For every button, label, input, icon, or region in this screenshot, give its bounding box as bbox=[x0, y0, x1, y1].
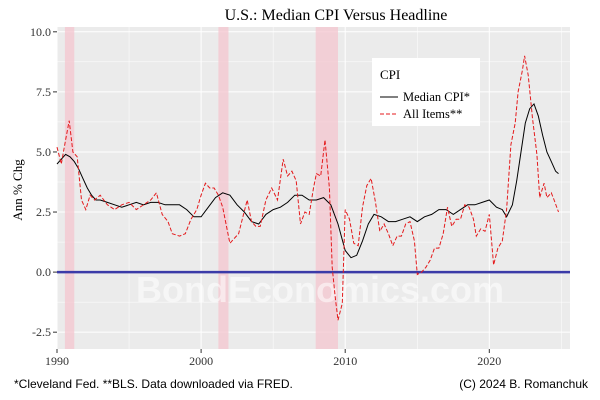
y-axis: -2.5 0.0 2.5 5.0 7.5 10.0 bbox=[30, 25, 57, 339]
legend-label-headline: All Items** bbox=[403, 107, 462, 121]
y-axis-label: Ann % Chg bbox=[10, 159, 25, 221]
legend-label-median: Median CPI* bbox=[403, 90, 470, 104]
legend-box bbox=[372, 58, 480, 126]
y-tick-label: 0.0 bbox=[36, 265, 51, 279]
y-tick-label: 5.0 bbox=[36, 145, 51, 159]
series-line-median-cpi bbox=[56, 102, 559, 259]
x-axis: 1990 2000 2010 2020 bbox=[45, 349, 501, 368]
x-tick-label: 2000 bbox=[189, 354, 213, 368]
recession-band bbox=[218, 27, 229, 349]
legend-title: CPI bbox=[380, 67, 400, 82]
x-tick-label: 2020 bbox=[477, 354, 501, 368]
y-tick-label: 7.5 bbox=[36, 85, 51, 99]
y-tick-label: -2.5 bbox=[32, 325, 51, 339]
y-tick-label: 10.0 bbox=[30, 25, 51, 39]
recession-band bbox=[64, 27, 75, 349]
copyright: (C) 2024 B. Romanchuk bbox=[459, 377, 589, 391]
x-tick-label: 2010 bbox=[333, 354, 357, 368]
source-note: *Cleveland Fed. **BLS. Data downloaded v… bbox=[14, 377, 293, 391]
chart-title: U.S.: Median CPI Versus Headline bbox=[225, 7, 448, 24]
x-tick-label: 1990 bbox=[45, 354, 69, 368]
y-tick-label: 2.5 bbox=[36, 205, 51, 219]
legend: CPI Median CPI* All Items** bbox=[372, 58, 480, 126]
series-lines bbox=[56, 55, 559, 321]
series-line-all-items bbox=[56, 55, 559, 321]
watermark: BondEconomics.com bbox=[136, 269, 504, 310]
